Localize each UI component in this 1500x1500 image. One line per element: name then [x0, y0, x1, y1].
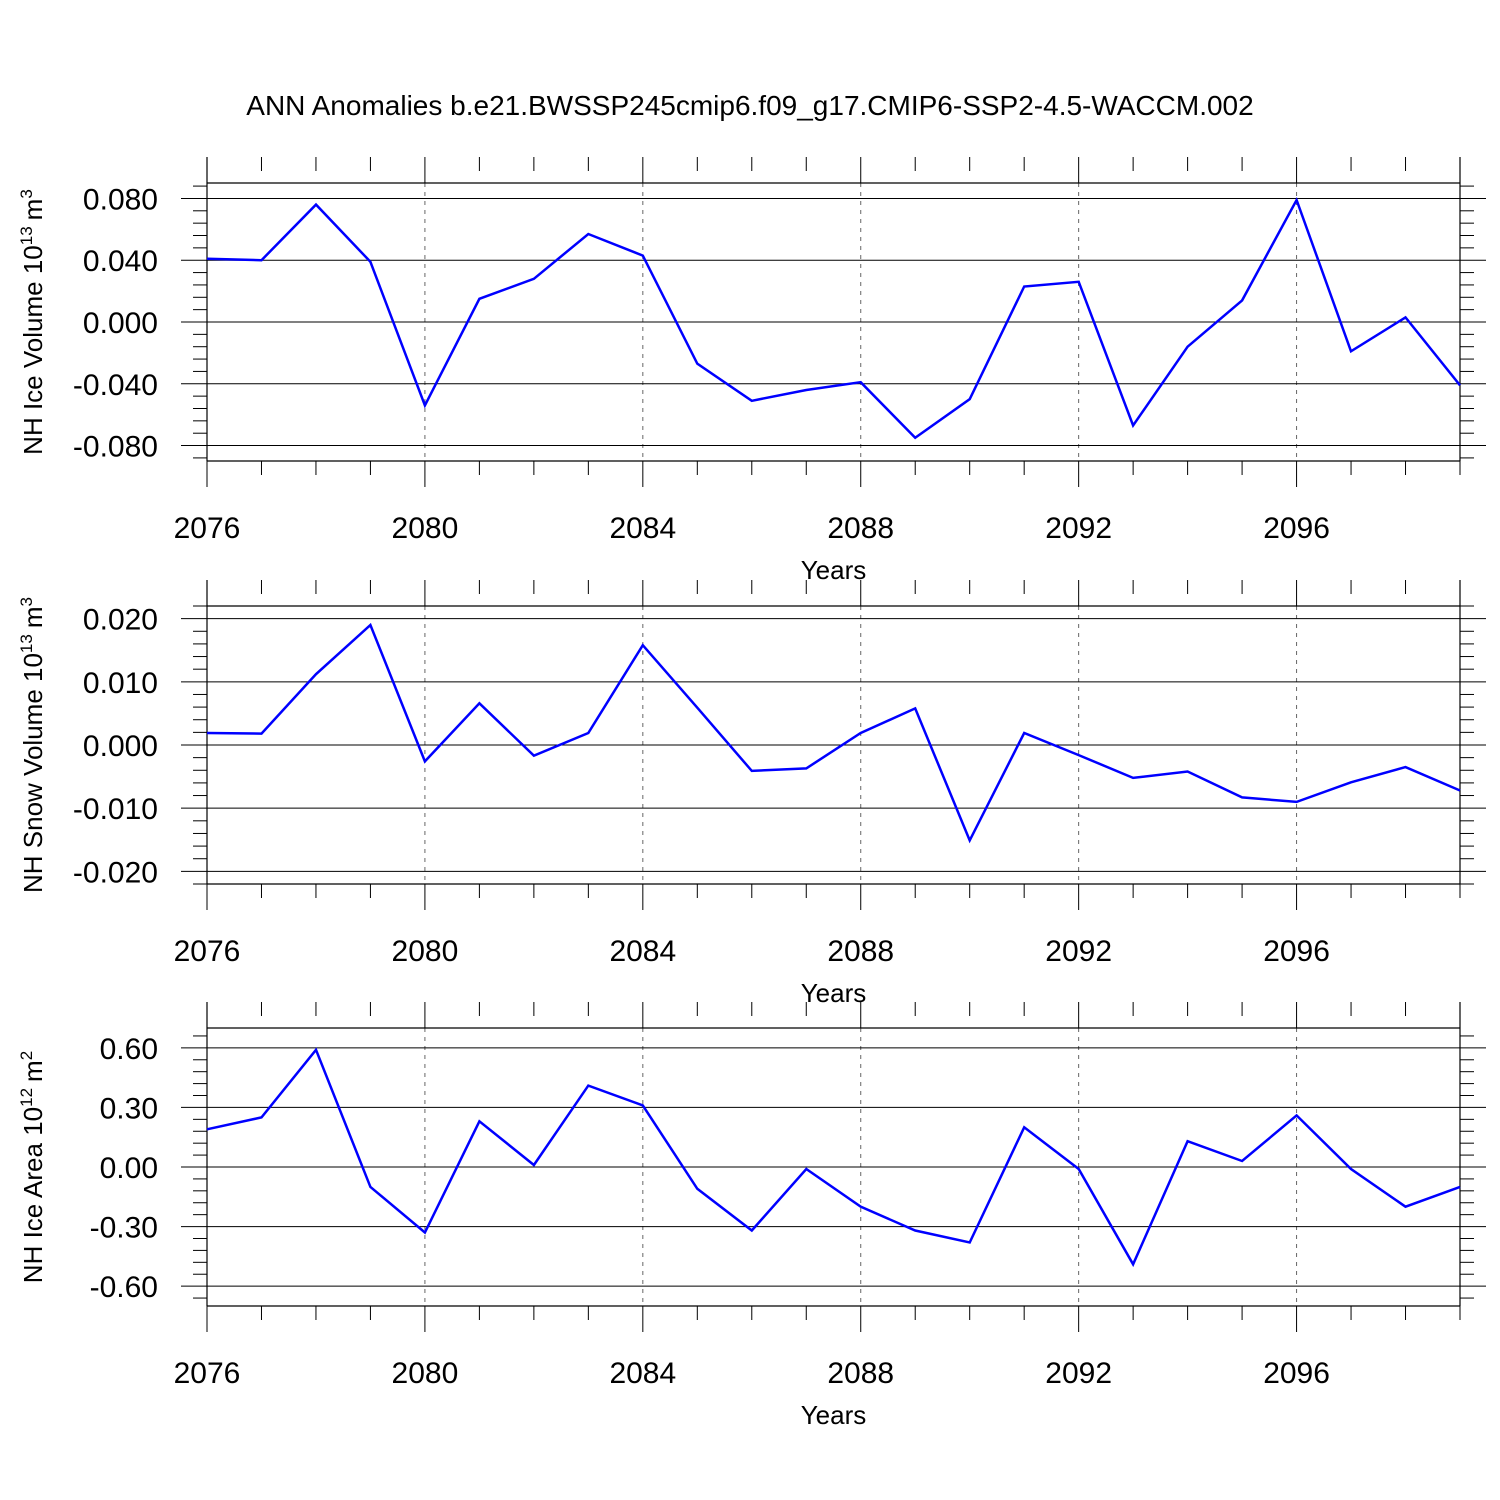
series-line — [206, 196, 1461, 440]
x-tick-label: 2084 — [609, 1357, 676, 1390]
y-axis-label: NH Ice Area 1012 m2 — [17, 1051, 48, 1283]
y-tick-label: -0.020 — [73, 856, 158, 889]
panel-1: 2076 2080 2084 2088 2092 2096 -0.080 -0.040 0.00… — [17, 157, 1486, 585]
figure-title: ANN Anomalies b.e21.BWSSP245cmip6.f09_g1… — [246, 90, 1254, 121]
y-tick-label: 0.30 — [100, 1092, 158, 1125]
x-tick-label: 2076 — [174, 935, 241, 968]
y-tick-label: 0.00 — [100, 1152, 158, 1185]
x-axis-label: Years — [801, 978, 867, 1008]
x-tick-label: 2080 — [392, 1357, 459, 1390]
y-axis-label-exponent: 13 — [17, 226, 36, 245]
y-tick-label: 0.000 — [83, 307, 158, 340]
y-tick-label: 0.080 — [83, 183, 158, 216]
panel-2: 2076 2080 2084 2088 2092 2096 -0.020 -0.010 0.00… — [17, 580, 1486, 1008]
y-axis-label-exponent: 12 — [17, 1088, 36, 1107]
y-axis-label-main: NH Ice Area 10 — [18, 1107, 48, 1283]
y-axis-label-unit-exponent: 3 — [17, 597, 36, 606]
y-tick-label: 0.020 — [83, 604, 158, 637]
x-tick-label: 2092 — [1045, 1357, 1112, 1390]
y-axis-label-unit-exponent: 3 — [17, 189, 36, 198]
series-line — [206, 622, 1461, 844]
x-tick-label: 2092 — [1045, 512, 1112, 545]
y-tick-label: -0.30 — [90, 1212, 158, 1245]
x-tick-label: 2088 — [827, 935, 894, 968]
x-tick-label: 2096 — [1263, 512, 1330, 545]
x-tick-label: 2076 — [174, 1357, 241, 1390]
y-tick-label: 0.60 — [100, 1033, 158, 1066]
x-tick-label: 2084 — [609, 935, 676, 968]
y-axis-label-unit: m — [18, 1060, 48, 1082]
y-tick-label: -0.010 — [73, 793, 158, 826]
y-axis-label: NH Snow Volume 1013 m3 — [17, 597, 48, 893]
x-axis-label: Years — [801, 555, 867, 585]
y-axis-label-unit-exponent: 2 — [17, 1051, 36, 1060]
x-tick-label: 2084 — [609, 512, 676, 545]
y-tick-label: 0.010 — [83, 667, 158, 700]
panel-3: 2076 2080 2084 2088 2092 2096 -0.60 -0.30 0.00 0.… — [17, 1002, 1486, 1430]
y-axis-label-main: NH Snow Volume 10 — [18, 653, 48, 893]
x-tick-label: 2076 — [174, 512, 241, 545]
x-tick-label: 2088 — [827, 512, 894, 545]
y-tick-label: -0.60 — [90, 1271, 158, 1304]
x-axis-label: Years — [801, 1400, 867, 1430]
x-tick-label: 2080 — [392, 512, 459, 545]
series-line — [206, 1047, 1461, 1268]
y-axis-label-unit: m — [18, 199, 48, 221]
x-tick-label: 2096 — [1263, 935, 1330, 968]
y-axis-label-exponent: 13 — [17, 634, 36, 653]
x-tick-label: 2092 — [1045, 935, 1112, 968]
y-tick-label: -0.080 — [73, 431, 158, 464]
y-tick-label: 0.000 — [83, 730, 158, 763]
y-axis-label-unit: m — [18, 606, 48, 628]
x-tick-label: 2096 — [1263, 1357, 1330, 1390]
x-tick-label: 2080 — [392, 935, 459, 968]
y-tick-label: -0.040 — [73, 369, 158, 402]
x-tick-label: 2088 — [827, 1357, 894, 1390]
y-axis-label: NH Ice Volume 1013 m3 — [17, 189, 48, 455]
y-axis-label-main: NH Ice Volume 10 — [18, 245, 48, 455]
y-tick-label: 0.040 — [83, 245, 158, 278]
